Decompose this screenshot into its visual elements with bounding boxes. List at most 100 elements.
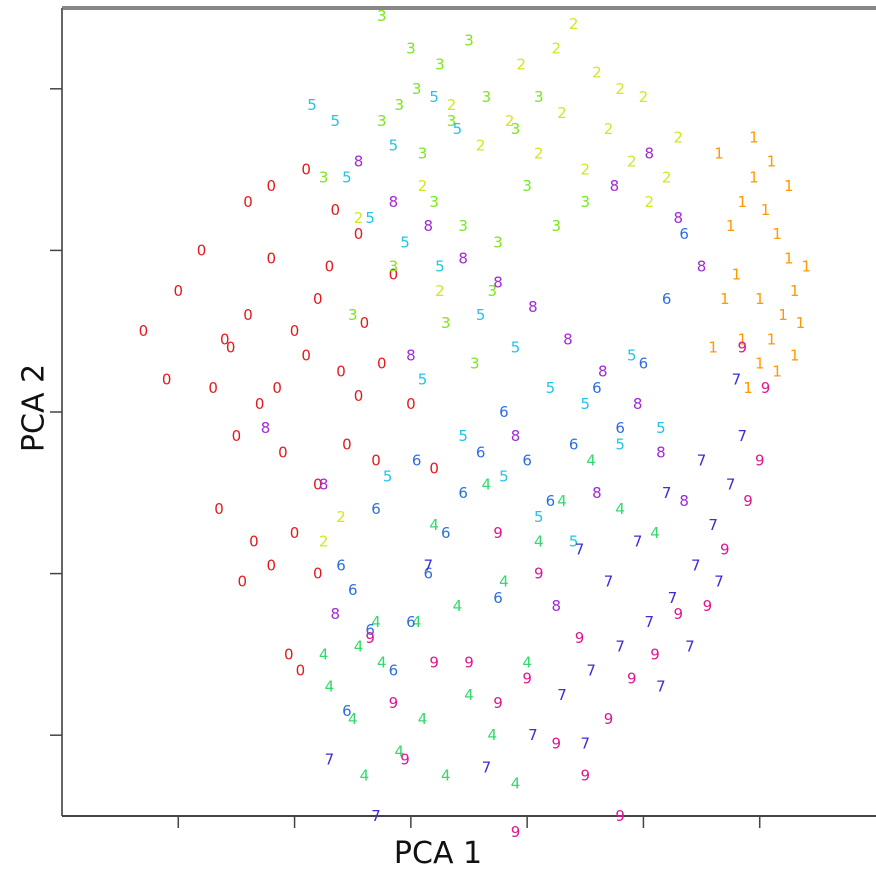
scatter-point-digit-7: 7	[371, 807, 381, 825]
scatter-point-digit-2: 2	[354, 209, 364, 227]
scatter-point-digit-4: 4	[354, 637, 364, 655]
scatter-point-digit-8: 8	[261, 419, 271, 437]
scatter-point-digit-6: 6	[348, 581, 358, 599]
scatter-point-digit-4: 4	[319, 645, 329, 663]
scatter-point-digit-8: 8	[674, 209, 684, 227]
scatter-point-digit-0: 0	[301, 161, 311, 179]
scatter-point-digit-4: 4	[650, 524, 660, 542]
scatter-point-digit-3: 3	[511, 120, 521, 138]
scatter-point-digit-3: 3	[551, 217, 561, 235]
scatter-point-digit-3: 3	[447, 112, 457, 130]
scatter-point-digit-4: 4	[586, 451, 596, 469]
scatter-point-digit-0: 0	[336, 363, 346, 381]
scatter-point-digit-5: 5	[400, 233, 410, 251]
scatter-point-digit-1: 1	[720, 290, 730, 308]
scatter-point-digit-4: 4	[487, 726, 497, 744]
scatter-point-digit-7: 7	[685, 637, 695, 655]
scatter-point-digit-6: 6	[615, 419, 625, 437]
scatter-point-digit-0: 0	[208, 379, 218, 397]
x-axis-label: PCA 1	[393, 836, 483, 871]
scatter-point-digit-9: 9	[493, 694, 503, 712]
scatter-point-digit-3: 3	[435, 56, 445, 74]
scatter-point-digit-0: 0	[354, 225, 364, 243]
scatter-point-digit-2: 2	[534, 144, 544, 162]
scatter-point-digit-4: 4	[412, 613, 422, 631]
scatter-point-digit-6: 6	[458, 484, 468, 502]
scatter-point-digit-6: 6	[389, 662, 399, 680]
scatter-point-digit-2: 2	[505, 112, 515, 130]
scatter-point-digit-9: 9	[627, 670, 637, 688]
scatter-point-digit-2: 2	[639, 88, 649, 106]
scatter-point-digit-3: 3	[522, 177, 532, 195]
scatter-point-digit-9: 9	[743, 492, 753, 510]
scatter-point-digit-9: 9	[551, 734, 561, 752]
scatter-point-digit-2: 2	[662, 169, 672, 187]
scatter-point-digit-6: 6	[679, 225, 689, 243]
scatter-point-digit-1: 1	[755, 355, 765, 373]
scatter-point-digit-1: 1	[796, 314, 806, 332]
scatter-point-digit-6: 6	[441, 524, 451, 542]
scatter-point-digit-8: 8	[679, 492, 689, 510]
scatter-point-digit-0: 0	[296, 662, 306, 680]
scatter-point-digit-0: 0	[313, 565, 323, 583]
scatter-point-digit-0: 0	[290, 524, 300, 542]
scatter-point-digit-7: 7	[708, 516, 718, 534]
scatter-point-digit-9: 9	[650, 645, 660, 663]
scatter-point-digit-0: 0	[330, 201, 340, 219]
scatter-point-digit-2: 2	[476, 136, 486, 154]
scatter-point-digit-7: 7	[581, 734, 591, 752]
scatter-point-digit-0: 0	[313, 476, 323, 494]
scatter-point-digit-5: 5	[546, 379, 556, 397]
scatter-point-digit-0: 0	[429, 460, 439, 478]
scatter-point-digit-8: 8	[697, 258, 707, 276]
scatter-point-digit-1: 1	[737, 330, 747, 348]
scatter-point-digit-9: 9	[493, 524, 503, 542]
scatter-point-digit-2: 2	[418, 177, 428, 195]
scatter-point-digit-4: 4	[499, 573, 509, 591]
scatter-point-digit-1: 1	[755, 290, 765, 308]
scatter-point-digit-8: 8	[319, 476, 329, 494]
scatter-point-digit-3: 3	[493, 233, 503, 251]
scatter-point-digit-1: 1	[749, 128, 759, 146]
scatter-point-digit-6: 6	[342, 702, 352, 720]
scatter-point-digit-3: 3	[464, 31, 474, 49]
scatter-point-digit-9: 9	[703, 597, 713, 615]
plot-axes	[50, 6, 876, 828]
scatter-point-digit-5: 5	[418, 371, 428, 389]
scatter-point-digit-1: 1	[737, 193, 747, 211]
scatter-point-digit-0: 0	[214, 500, 224, 518]
scatter-point-digit-0: 0	[313, 290, 323, 308]
scatter-point-digit-0: 0	[255, 395, 265, 413]
scatter-point-digit-0: 0	[301, 346, 311, 364]
scatter-point-digit-1: 1	[767, 153, 777, 171]
scatter-point-digit-8: 8	[592, 484, 602, 502]
scatter-point-digit-8: 8	[424, 217, 434, 235]
scatter-point-digit-0: 0	[272, 379, 282, 397]
scatter-point-digit-1: 1	[784, 249, 794, 267]
scatter-point-digit-1: 1	[708, 338, 718, 356]
scatter-point-digit-1: 1	[761, 201, 771, 219]
scatter-point-digit-2: 2	[674, 128, 684, 146]
scatter-point-digit-4: 4	[511, 775, 521, 793]
scatter-point-digit-9: 9	[389, 694, 399, 712]
scatter-point-digit-2: 2	[581, 161, 591, 179]
scatter-point-digit-0: 0	[243, 306, 253, 324]
scatter-point-digit-0: 0	[406, 395, 416, 413]
scatter-point-digit-6: 6	[662, 290, 672, 308]
scatter-point-digit-1: 1	[732, 266, 742, 284]
scatter-point-digit-5: 5	[615, 435, 625, 453]
scatter-point-digit-0: 0	[284, 645, 294, 663]
scatter-point-digit-7: 7	[482, 759, 492, 777]
scatter-point-digit-1: 1	[778, 306, 788, 324]
scatter-point-digit-7: 7	[528, 726, 538, 744]
scatter-point-digit-5: 5	[581, 395, 591, 413]
scatter-point-digit-9: 9	[615, 807, 625, 825]
scatter-point-digit-4: 4	[522, 653, 532, 671]
scatter-point-digit-3: 3	[487, 282, 497, 300]
scatter-point-digit-9: 9	[761, 379, 771, 397]
scatter-point-digit-0: 0	[139, 322, 149, 340]
scatter-point-digit-5: 5	[453, 120, 463, 138]
scatter-point-digit-9: 9	[429, 653, 439, 671]
y-axis-label: PCA 2	[16, 363, 52, 453]
